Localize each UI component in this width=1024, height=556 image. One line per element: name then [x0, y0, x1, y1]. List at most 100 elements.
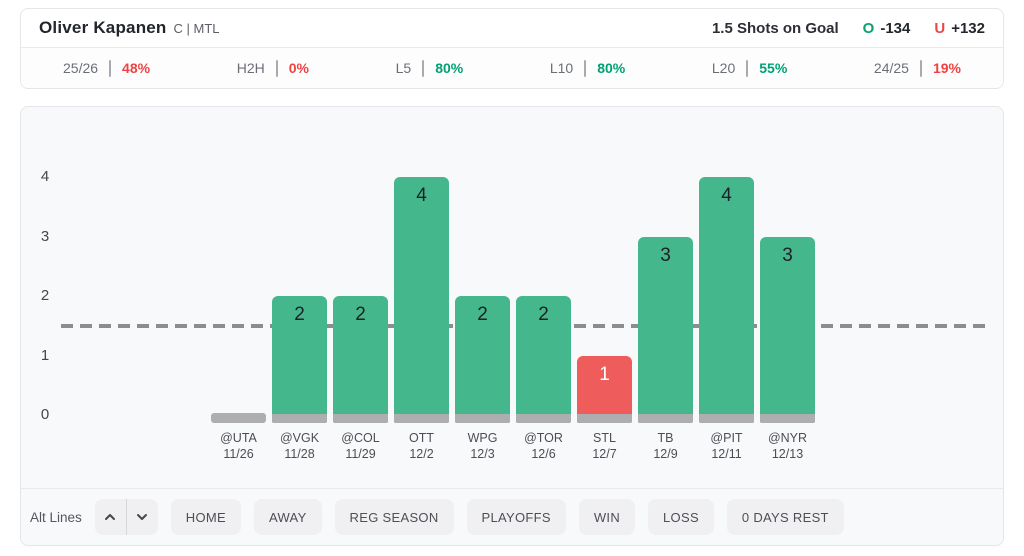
- bar-value-label: 3: [782, 244, 793, 266]
- filter-win[interactable]: WIN: [578, 499, 636, 535]
- x-axis-label: @TOR 12/6: [508, 430, 579, 462]
- bar-column: 3: [760, 236, 815, 423]
- bar-value-label: 2: [294, 304, 305, 325]
- bar-base-strip: [272, 414, 327, 423]
- bar-zero: [211, 413, 266, 423]
- stat-item-l20[interactable]: L20 55%: [711, 59, 788, 77]
- over-odds: O -134: [863, 20, 911, 37]
- game-date-label: 12/2: [409, 447, 434, 461]
- stat-item-25-26[interactable]: 25/26 48%: [63, 59, 151, 77]
- stat-divider: [422, 59, 425, 77]
- x-axis-label: @NYR 12/13: [752, 430, 823, 462]
- stat-item-l10[interactable]: L10 80%: [549, 59, 626, 77]
- opponent-label: @UTA: [220, 431, 257, 445]
- stat-divider: [584, 59, 587, 77]
- x-axis-label: WPG 12/3: [447, 430, 518, 462]
- x-axis-label: @VGK 11/28: [264, 430, 335, 462]
- bar-value-label: 1: [599, 363, 610, 385]
- opponent-label: @PIT: [710, 431, 743, 445]
- bar-base-strip: [638, 414, 693, 423]
- stats-bar: 25/26 48% H2H 0% L5 80% L10 80% L20 55% 24/25 19%: [21, 48, 1003, 88]
- bar-column: 2: [455, 296, 510, 423]
- stat-label: L5: [395, 60, 412, 76]
- player-name: Oliver Kapanen: [39, 18, 167, 37]
- opponent-label: OTT: [409, 431, 434, 445]
- stepper-divider: [125, 499, 127, 535]
- stat-item-24-25[interactable]: 24/25 19%: [874, 59, 961, 77]
- game-date-label: 12/11: [711, 447, 742, 461]
- bar-value-label: 2: [477, 304, 488, 325]
- stat-value: 80%: [435, 60, 464, 76]
- bar-column: 4: [394, 177, 449, 423]
- stat-value: 80%: [597, 60, 626, 76]
- opponent-label: @COL: [341, 431, 380, 445]
- filter-playoffs[interactable]: PLAYOFFS: [466, 499, 566, 535]
- bar-value-label: 4: [721, 185, 732, 206]
- prop-odds-group: 1.5 Shots on Goal O -134 U +132: [712, 20, 985, 37]
- filter-reg-season[interactable]: REG SEASON: [334, 499, 454, 535]
- filter-0-days-rest[interactable]: 0 DAYS REST: [726, 499, 844, 535]
- game-date-label: 12/7: [592, 447, 617, 461]
- stat-item-l5[interactable]: L5 80%: [395, 59, 464, 77]
- game-date-label: 12/9: [653, 447, 678, 461]
- stat-divider: [919, 59, 922, 77]
- chevron-down-icon: [137, 514, 148, 520]
- game-date-label: 11/26: [223, 447, 254, 461]
- stat-label: H2H: [236, 60, 265, 76]
- bar-column: 2: [272, 296, 327, 423]
- filter-loss[interactable]: LOSS: [648, 499, 714, 535]
- filter-home[interactable]: HOME: [170, 499, 241, 535]
- filter-away[interactable]: AWAY: [253, 499, 322, 535]
- stat-value: 19%: [932, 60, 961, 76]
- x-axis-label: TB 12/9: [630, 430, 701, 462]
- opponent-label: @TOR: [524, 431, 563, 445]
- y-axis-tick: 3: [40, 227, 50, 245]
- bar-column: 3: [638, 236, 693, 423]
- alt-lines-label: Alt Lines: [30, 509, 82, 525]
- bar-base-strip: [577, 414, 632, 423]
- stat-divider: [275, 59, 278, 77]
- over-icon: O: [862, 19, 875, 37]
- filter-button-group: HOME AWAY REG SEASON PLAYOFFS WIN LOSS 0 DAYS …: [170, 499, 844, 535]
- player-header-row: Oliver Kapanen C | MTL 1.5 Shots on Goal…: [21, 9, 1003, 48]
- under-odds: U +132: [934, 20, 985, 37]
- bar-base-strip: [394, 414, 449, 423]
- opponent-label: WPG: [467, 431, 498, 445]
- player-card: Oliver Kapanen C | MTL 1.5 Shots on Goal…: [20, 8, 1004, 89]
- y-axis-tick: 0: [40, 406, 50, 423]
- game-date-label: 12/3: [470, 447, 495, 461]
- chevron-up-icon: [105, 514, 116, 520]
- stat-label: L10: [549, 60, 574, 76]
- stat-value: 0%: [288, 60, 309, 76]
- y-axis-tick: 1: [40, 346, 50, 364]
- player-position-team: C | MTL: [173, 21, 220, 36]
- bar-base-strip: [333, 414, 388, 423]
- bar-column: 4: [699, 177, 754, 423]
- stat-item-h2h[interactable]: H2H 0%: [236, 59, 309, 77]
- stat-divider: [746, 59, 749, 77]
- bar-base-strip: [760, 414, 815, 423]
- stat-label: L20: [711, 60, 736, 76]
- chart-controls-bar: Alt Lines HOME AWAY REG SEASON PLAYOFFS WIN L…: [21, 488, 1003, 545]
- stat-divider: [109, 59, 112, 77]
- bar-base-strip: [699, 414, 754, 423]
- bar-column: 2: [333, 296, 388, 423]
- y-axis-tick: 2: [40, 287, 50, 304]
- alt-lines-stepper: [94, 499, 158, 535]
- bar-value-label: 2: [538, 304, 549, 325]
- opponent-label: STL: [593, 431, 616, 445]
- over-odds-value: -134: [880, 19, 911, 37]
- under-icon: U: [934, 19, 946, 37]
- stat-value: 48%: [122, 60, 151, 76]
- x-axis-label: @COL 11/29: [325, 430, 396, 462]
- x-axis-label: OTT 12/2: [386, 430, 457, 462]
- stat-label: 25/26: [63, 60, 99, 76]
- stat-value: 55%: [759, 60, 788, 76]
- alt-line-up-button[interactable]: [95, 499, 126, 535]
- bar-column: 2: [516, 296, 571, 423]
- under-odds-value: +132: [951, 19, 985, 37]
- game-date-label: 12/13: [771, 447, 804, 461]
- alt-line-down-button[interactable]: [127, 499, 158, 535]
- bar-value-label: 2: [355, 304, 366, 325]
- x-axis-label: @PIT 12/11: [691, 430, 762, 462]
